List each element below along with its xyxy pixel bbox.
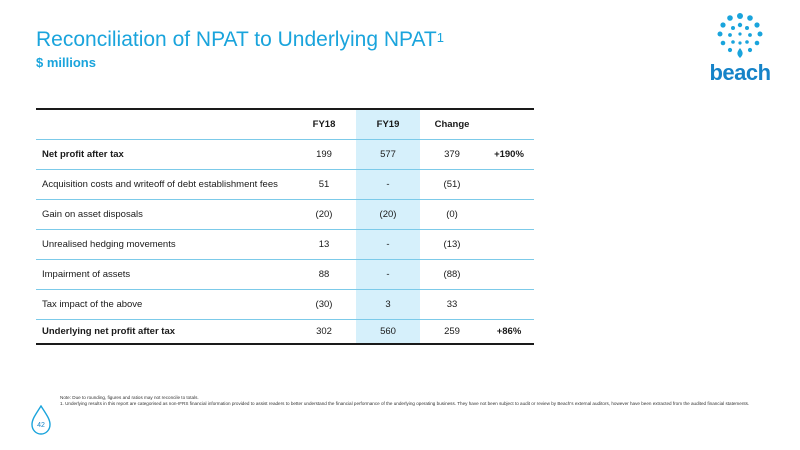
reconciliation-table: FY18 FY19 Change Net profit after tax 19… (36, 108, 534, 345)
page-title: Reconciliation of NPAT to Underlying NPA… (36, 28, 444, 51)
water-drop-icon (31, 405, 51, 435)
change-value: (51) (443, 179, 461, 190)
fy18-value: 88 (318, 269, 330, 280)
column-header-fy19: FY19 (376, 119, 400, 130)
fy19-value: - (386, 239, 390, 250)
fy18-value: 51 (318, 179, 330, 190)
table-row: Unrealised hedging movements 13 - (13) (36, 230, 534, 260)
beach-logo-text: beach (709, 60, 771, 85)
change-percent: +190% (494, 149, 524, 160)
beach-logo: beach (700, 12, 780, 88)
row-label: Unrealised hedging movements (42, 239, 176, 250)
fy19-value: (20) (379, 209, 397, 220)
row-label: Acquisition costs and writeoff of debt e… (42, 179, 278, 190)
page-subtitle: $ millions (36, 55, 96, 70)
change-value: 33 (446, 299, 458, 310)
fy19-value: - (386, 269, 390, 280)
change-percent: +86% (496, 326, 522, 337)
table-row: Acquisition costs and writeoff of debt e… (36, 170, 534, 200)
column-header-fy18: FY18 (312, 119, 336, 130)
table-row: Gain on asset disposals (20) (20) (0) (36, 200, 534, 230)
table-row: Impairment of assets 88 - (88) (36, 260, 534, 290)
fy18-value: 199 (316, 149, 332, 160)
change-value: (88) (443, 269, 461, 280)
fy18-value: 302 (316, 326, 332, 337)
row-label: Impairment of assets (42, 269, 131, 280)
rounding-note: Note: Due to rounding, figures and ratio… (60, 395, 199, 400)
table-row: Underlying net profit after tax 302 560 … (36, 320, 534, 343)
row-label: Net profit after tax (42, 149, 124, 160)
fy18-value: (20) (315, 209, 333, 220)
change-value: (13) (443, 239, 461, 250)
table-row: Net profit after tax 199 577 379 +190% (36, 140, 534, 170)
fy18-value: 13 (318, 239, 330, 250)
beach-dots-icon (717, 13, 763, 58)
underlying-results-note: 1. Underlying results in this report are… (60, 401, 750, 406)
footnotes: Note: Due to rounding, figures and ratio… (60, 395, 775, 407)
column-header-change: Change (434, 119, 470, 130)
change-value: 379 (444, 149, 460, 160)
table-bottom-rule (36, 343, 534, 345)
fy19-value: - (386, 179, 390, 190)
fy19-value: 3 (385, 299, 391, 310)
fy19-column-highlight (356, 108, 420, 345)
table-header-row: FY18 FY19 Change (36, 110, 534, 140)
change-value: (0) (446, 209, 458, 220)
fy19-value: 577 (380, 149, 396, 160)
fy19-value: 560 (380, 326, 396, 337)
row-label: Gain on asset disposals (42, 209, 143, 220)
change-value: 259 (444, 326, 460, 337)
footnote-marker: 1 (436, 30, 444, 45)
row-label: Underlying net profit after tax (42, 326, 176, 337)
fy18-value: (30) (315, 299, 333, 310)
table-top-rule (36, 108, 534, 110)
row-label: Tax impact of the above (42, 299, 143, 310)
page-number: 42 (37, 422, 45, 429)
table-row: Tax impact of the above (30) 3 33 (36, 290, 534, 320)
